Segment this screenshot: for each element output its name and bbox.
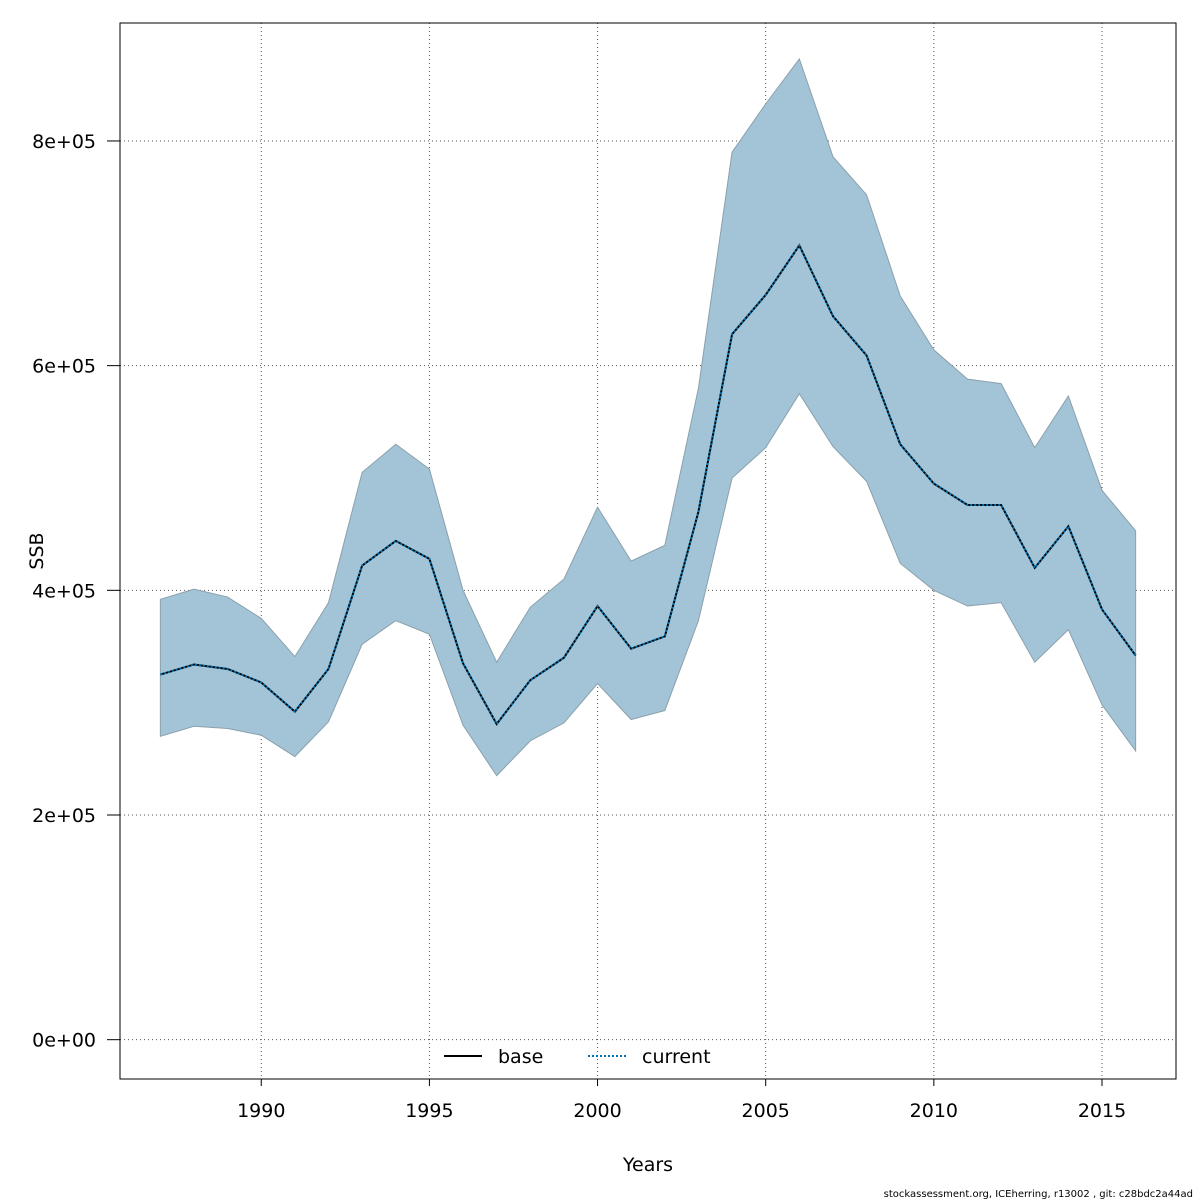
footer-credit: stockassessment.org, ICEherring, r13002 …	[884, 1189, 1193, 1200]
confidence-band-layer	[159, 57, 1137, 777]
y-tick-label: 6e+05	[32, 356, 96, 378]
series-lines-layer	[160, 243, 1137, 726]
y-tick-label: 0e+00	[32, 1030, 96, 1052]
x-tick-label: 1990	[237, 1100, 285, 1122]
x-tick-label: 2000	[573, 1100, 621, 1122]
y-axis-ticks: 0e+00 2e+05 4e+05 6e+05 8e+05	[32, 131, 120, 1052]
plot-frame	[119, 22, 1177, 1080]
y-axis-title: SSB	[26, 532, 48, 569]
legend: base current	[444, 1046, 711, 1068]
x-tick-label: 2005	[742, 1100, 790, 1122]
y-tick-label: 2e+05	[32, 805, 96, 827]
x-tick-label: 1995	[405, 1100, 453, 1122]
legend-label-base: base	[498, 1046, 543, 1068]
x-axis-title: Years	[622, 1154, 673, 1176]
y-tick-label: 8e+05	[32, 131, 96, 153]
confidence-band	[159, 57, 1137, 777]
y-tick-label: 4e+05	[32, 580, 96, 602]
x-axis-ticks: 1990 1995 2000 2005 2010 2015	[237, 1079, 1126, 1122]
series-line-current	[160, 243, 1137, 726]
x-tick-label: 2010	[910, 1100, 958, 1122]
legend-label-current: current	[642, 1046, 711, 1068]
x-tick-label: 2015	[1078, 1100, 1126, 1122]
